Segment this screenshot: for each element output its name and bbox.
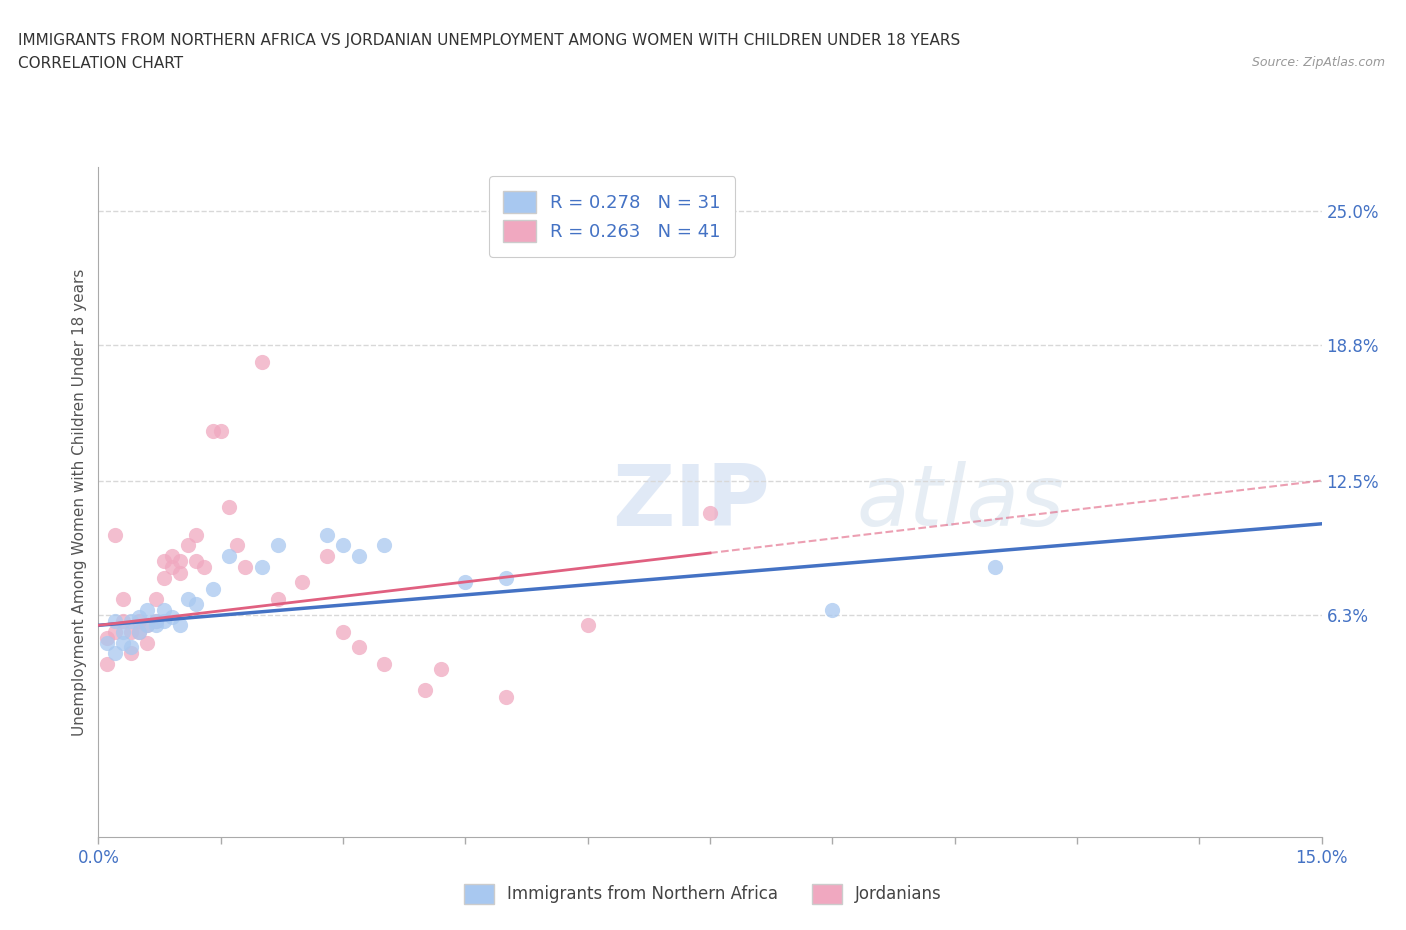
Point: [177, 592, 200, 607]
Point: [373, 538, 395, 552]
Point: [233, 560, 256, 575]
Point: [136, 618, 159, 632]
Point: [104, 527, 127, 542]
Text: CORRELATION CHART: CORRELATION CHART: [18, 56, 183, 71]
Point: [169, 566, 191, 581]
Point: [576, 618, 599, 632]
Point: [193, 560, 215, 575]
Point: [120, 624, 142, 639]
Point: [186, 596, 208, 611]
Point: [169, 553, 191, 568]
Point: [454, 575, 477, 590]
Point: [111, 592, 134, 607]
Y-axis label: Unemployment Among Women with Children Under 18 years: Unemployment Among Women with Children U…: [72, 269, 87, 736]
Point: [96, 657, 118, 671]
Point: [201, 581, 224, 596]
Point: [120, 614, 142, 629]
Point: [349, 640, 371, 655]
Point: [226, 538, 249, 552]
Point: [315, 527, 337, 542]
Point: [160, 560, 183, 575]
Point: [145, 614, 167, 629]
Point: [291, 575, 314, 590]
Text: ZIP: ZIP: [612, 460, 770, 544]
Point: [145, 618, 167, 632]
Point: [169, 618, 191, 632]
Point: [111, 624, 134, 639]
Point: [145, 614, 167, 629]
Point: [332, 624, 354, 639]
Point: [413, 683, 436, 698]
Point: [128, 624, 150, 639]
Text: IMMIGRANTS FROM NORTHERN AFRICA VS JORDANIAN UNEMPLOYMENT AMONG WOMEN WITH CHILD: IMMIGRANTS FROM NORTHERN AFRICA VS JORDA…: [18, 33, 960, 47]
Point: [104, 646, 127, 661]
Point: [984, 560, 1007, 575]
Point: [332, 538, 354, 552]
Point: [267, 538, 290, 552]
Point: [186, 553, 208, 568]
Point: [120, 640, 142, 655]
Point: [218, 499, 240, 514]
Point: [349, 549, 371, 564]
Point: [699, 506, 721, 521]
Legend: Immigrants from Northern Africa, Jordanians: Immigrants from Northern Africa, Jordani…: [456, 875, 950, 912]
Point: [104, 624, 127, 639]
Point: [430, 661, 453, 676]
Point: [373, 657, 395, 671]
Point: [136, 618, 159, 632]
Point: [152, 553, 174, 568]
Point: [120, 646, 142, 661]
Point: [152, 603, 174, 618]
Point: [111, 635, 134, 650]
Point: [201, 423, 224, 438]
Legend: R = 0.278   N = 31, R = 0.263   N = 41: R = 0.278 N = 31, R = 0.263 N = 41: [489, 177, 735, 257]
Point: [821, 603, 844, 618]
Point: [218, 549, 240, 564]
Point: [128, 614, 150, 629]
Point: [495, 570, 517, 585]
Point: [111, 614, 134, 629]
Point: [128, 609, 150, 624]
Point: [250, 354, 273, 369]
Text: Source: ZipAtlas.com: Source: ZipAtlas.com: [1251, 56, 1385, 69]
Point: [152, 614, 174, 629]
Point: [128, 624, 150, 639]
Point: [96, 631, 118, 645]
Point: [209, 423, 232, 438]
Point: [250, 560, 273, 575]
Point: [160, 609, 183, 624]
Point: [495, 689, 517, 704]
Point: [152, 570, 174, 585]
Point: [177, 538, 200, 552]
Point: [96, 635, 118, 650]
Point: [160, 549, 183, 564]
Point: [136, 635, 159, 650]
Point: [136, 603, 159, 618]
Point: [145, 592, 167, 607]
Point: [267, 592, 290, 607]
Point: [186, 527, 208, 542]
Point: [315, 549, 337, 564]
Point: [104, 614, 127, 629]
Text: atlas: atlas: [856, 460, 1064, 544]
